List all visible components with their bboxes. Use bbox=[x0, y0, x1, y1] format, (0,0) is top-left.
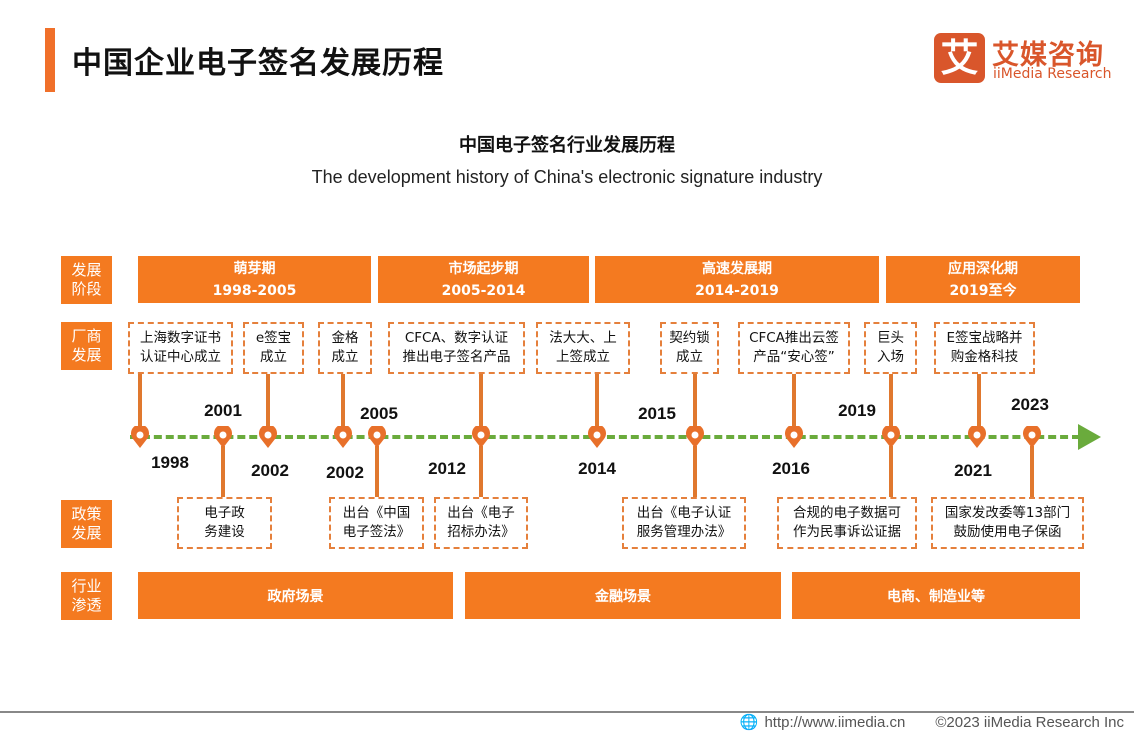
location-pin-icon bbox=[259, 424, 277, 448]
year-label: 1998 bbox=[151, 453, 189, 472]
footer-copyright: ©2023 iiMedia Research Inc bbox=[935, 713, 1124, 731]
year-label: 2016 bbox=[772, 459, 810, 478]
location-pin-icon bbox=[882, 424, 900, 448]
industry-bar: 电商、制造业等 bbox=[792, 572, 1080, 619]
globe-icon: 🌐 bbox=[739, 714, 759, 731]
title-accent-bar bbox=[45, 28, 55, 92]
stage-box: 应用深化期 2019至今 bbox=[886, 256, 1080, 303]
location-pin-icon bbox=[472, 424, 490, 448]
connector-line bbox=[693, 374, 697, 428]
location-pin-icon bbox=[214, 424, 232, 448]
chart-title-cn: 中国电子签名行业发展历程 bbox=[459, 135, 675, 156]
location-pin-icon bbox=[131, 424, 149, 448]
connector-line bbox=[595, 374, 599, 428]
vendor-event-box: 上海数字证书 认证中心成立 bbox=[128, 322, 233, 374]
year-label: 2012 bbox=[428, 459, 466, 478]
year-label: 2005 bbox=[360, 404, 398, 423]
vendor-event-box: 契约锁 成立 bbox=[660, 322, 719, 374]
logo-name-en: iiMedia Research bbox=[993, 66, 1112, 82]
row-label-policy: 政策 发展 bbox=[61, 500, 112, 548]
vendor-event-box: E签宝战略并 购金格科技 bbox=[934, 322, 1035, 374]
connector-line bbox=[138, 374, 142, 428]
year-label: 2019 bbox=[838, 401, 876, 420]
stage-name: 萌芽期 bbox=[233, 260, 276, 277]
logo-name-cn: 艾媒咨询 bbox=[992, 40, 1104, 71]
location-pin-icon bbox=[968, 424, 986, 448]
year-label: 2023 bbox=[1011, 395, 1049, 414]
timeline-arrow-icon bbox=[1078, 424, 1101, 450]
stage-period: 2019至今 bbox=[949, 282, 1017, 299]
location-pin-icon bbox=[686, 424, 704, 448]
row-label-vendor: 厂商 发展 bbox=[61, 322, 112, 370]
connector-line bbox=[977, 374, 981, 428]
stage-period: 2014-2019 bbox=[695, 282, 779, 299]
policy-event-box: 电子政 务建设 bbox=[177, 497, 272, 549]
policy-event-box: 出台《电子认证 服务管理办法》 bbox=[622, 497, 746, 549]
year-label: 2002 bbox=[251, 461, 289, 480]
stage-box: 萌芽期 1998-2005 bbox=[138, 256, 371, 303]
location-pin-icon bbox=[334, 424, 352, 448]
policy-event-box: 出台《电子 招标办法》 bbox=[434, 497, 528, 549]
chart-title-en: The development history of China's elect… bbox=[311, 167, 823, 187]
location-pin-icon bbox=[588, 424, 606, 448]
vendor-event-box: CFCA推出云签 产品“安心签” bbox=[738, 322, 850, 374]
stage-period: 2005-2014 bbox=[441, 282, 526, 299]
stage-name: 高速发展期 bbox=[702, 260, 772, 277]
connector-line bbox=[889, 374, 893, 428]
location-pin-icon bbox=[368, 424, 386, 448]
row-label-stage: 发展 阶段 bbox=[61, 256, 112, 304]
connector-line bbox=[693, 446, 697, 500]
year-label: 2014 bbox=[578, 459, 616, 478]
industry-bar: 政府场景 bbox=[138, 572, 453, 619]
year-label: 2001 bbox=[204, 401, 242, 420]
footer-divider bbox=[0, 711, 1134, 713]
connector-line bbox=[479, 374, 483, 428]
stage-name: 应用深化期 bbox=[948, 260, 1018, 277]
connector-line bbox=[375, 446, 379, 500]
connector-line bbox=[1030, 446, 1034, 500]
footer-url[interactable]: http://www.iimedia.cn bbox=[764, 713, 906, 731]
vendor-event-box: 法大大、上 上签成立 bbox=[536, 322, 630, 374]
connector-line bbox=[889, 446, 893, 500]
location-pin-icon bbox=[1023, 424, 1041, 448]
footer: 🌐 http://www.iimedia.cn ©2023 iiMedia Re… bbox=[739, 713, 1124, 732]
vendor-event-box: e签宝 成立 bbox=[243, 322, 304, 374]
page-title: 中国企业电子签名发展历程 bbox=[72, 46, 444, 81]
stage-box: 高速发展期 2014-2019 bbox=[595, 256, 879, 303]
row-label-industry: 行业 渗透 bbox=[61, 572, 112, 620]
vendor-event-box: 巨头 入场 bbox=[864, 322, 917, 374]
vendor-event-box: 金格 成立 bbox=[318, 322, 372, 374]
policy-event-box: 国家发改委等13部门 鼓励使用电子保函 bbox=[931, 497, 1084, 549]
stage-name: 市场起步期 bbox=[448, 260, 519, 277]
connector-line bbox=[221, 446, 225, 500]
vendor-event-box: CFCA、数字认证 推出电子签名产品 bbox=[388, 322, 525, 374]
stage-box: 市场起步期 2005-2014 bbox=[378, 256, 589, 303]
location-pin-icon bbox=[785, 424, 803, 448]
year-label: 2021 bbox=[954, 461, 992, 480]
connector-line bbox=[479, 446, 483, 500]
stage-period: 1998-2005 bbox=[212, 282, 297, 299]
logo-mark: 艾 bbox=[934, 33, 985, 83]
policy-event-box: 合规的电子数据可 作为民事诉讼证据 bbox=[777, 497, 917, 549]
connector-line bbox=[266, 374, 270, 428]
policy-event-box: 出台《中国 电子签法》 bbox=[329, 497, 424, 549]
year-label: 2015 bbox=[638, 404, 676, 423]
connector-line bbox=[792, 374, 796, 428]
industry-bar: 金融场景 bbox=[465, 572, 781, 619]
year-label: 2002 bbox=[326, 463, 364, 482]
connector-line bbox=[341, 374, 345, 428]
